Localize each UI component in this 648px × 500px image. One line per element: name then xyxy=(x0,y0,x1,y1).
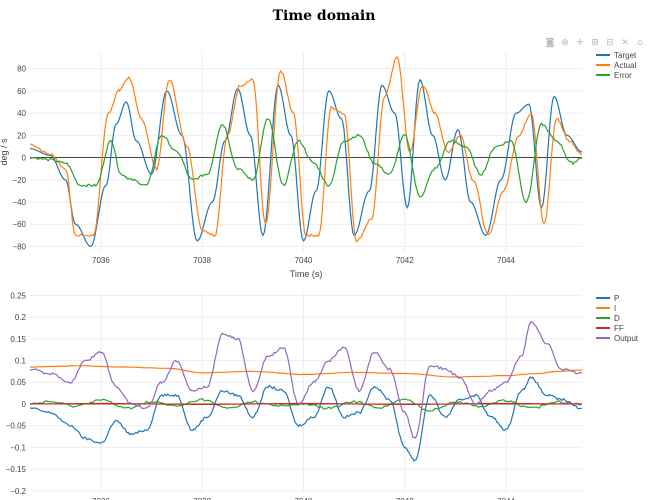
legend-entry: D xyxy=(614,314,620,323)
camera-icon[interactable]: ◙ xyxy=(545,38,555,48)
x-tick-label: 7036 xyxy=(92,256,110,265)
y-tick-label: 0.05 xyxy=(10,378,26,387)
y-tick-label: 80 xyxy=(17,65,26,74)
y-tick-label: 40 xyxy=(17,109,26,118)
y-tick-label: −0.15 xyxy=(6,465,27,474)
legend-entry: Output xyxy=(614,334,639,343)
x-tick-label: 7038 xyxy=(193,497,211,500)
page-title: Time domain xyxy=(272,8,376,24)
series-line-error xyxy=(30,118,582,204)
x-tick-label: 7042 xyxy=(396,497,414,500)
y-tick-label: 60 xyxy=(17,87,26,96)
zoom-in-icon[interactable]: ⊞ xyxy=(591,38,599,48)
reset-axes-icon[interactable]: ⌂ xyxy=(637,38,643,48)
x-tick-label: 7044 xyxy=(497,497,515,500)
y-tick-label: −60 xyxy=(12,220,26,229)
chart-panel-2: 7036 7038 7040 7042 7044 −0.2 −0.15 −0.1 −0.05 0 0… xyxy=(6,291,639,500)
modebar-toolbar: ◙ ⊕ ✛ ⊞ ⊟ ✕ ⌂ xyxy=(545,38,645,50)
x-axis-title: Time (s) xyxy=(290,269,323,279)
y-tick-label: 0.1 xyxy=(15,357,27,366)
y-tick-label: 0 xyxy=(22,400,27,409)
series-line-ff xyxy=(30,402,582,405)
series-line-target xyxy=(30,78,582,248)
zoom-out-icon[interactable]: ⊟ xyxy=(606,38,614,48)
series-line-output xyxy=(30,320,582,439)
series-line-i xyxy=(30,364,582,378)
series-line-actual xyxy=(30,55,582,243)
x-tick-label: 7036 xyxy=(92,497,110,500)
y-tick-label: −0.1 xyxy=(10,443,26,452)
legend-entry: I xyxy=(614,304,616,313)
autoscale-icon[interactable]: ✕ xyxy=(621,38,629,48)
y-tick-label: 0.25 xyxy=(10,291,26,300)
y-tick-label: 20 xyxy=(17,131,26,140)
x-tick-label: 7042 xyxy=(396,256,414,265)
x-tick-label: 7038 xyxy=(193,256,211,265)
legend-entry: FF xyxy=(614,324,624,333)
legend-entry: Actual xyxy=(614,61,636,70)
zoom-icon[interactable]: ⊕ xyxy=(561,38,569,48)
x-tick-label: 7044 xyxy=(497,256,515,265)
y-tick-label: −0.2 xyxy=(10,487,26,496)
y-tick-label: 0 xyxy=(22,154,27,163)
series-line-d xyxy=(30,398,582,412)
y-tick-label: 0.15 xyxy=(10,335,26,344)
y-tick-label: −20 xyxy=(12,176,26,185)
x-tick-label: 7040 xyxy=(295,256,313,265)
pan-icon[interactable]: ✛ xyxy=(576,38,584,48)
legend-entry: Error xyxy=(614,71,632,80)
y-tick-label: −40 xyxy=(12,198,26,207)
chart-panel-1: 7036 7038 7040 7042 7044 −80 −60 −40 −20 0 20 40 60 8… xyxy=(0,51,637,279)
y-tick-label: −80 xyxy=(12,242,26,251)
y-tick-label: −0.05 xyxy=(6,422,27,431)
legend-entry: P xyxy=(614,294,619,303)
y-tick-label: 0.2 xyxy=(15,313,27,322)
y-axis-title: deg / s xyxy=(0,138,9,166)
legend-entry: Target xyxy=(614,51,637,60)
x-tick-label: 7040 xyxy=(295,497,313,500)
series-line-p xyxy=(30,376,582,462)
